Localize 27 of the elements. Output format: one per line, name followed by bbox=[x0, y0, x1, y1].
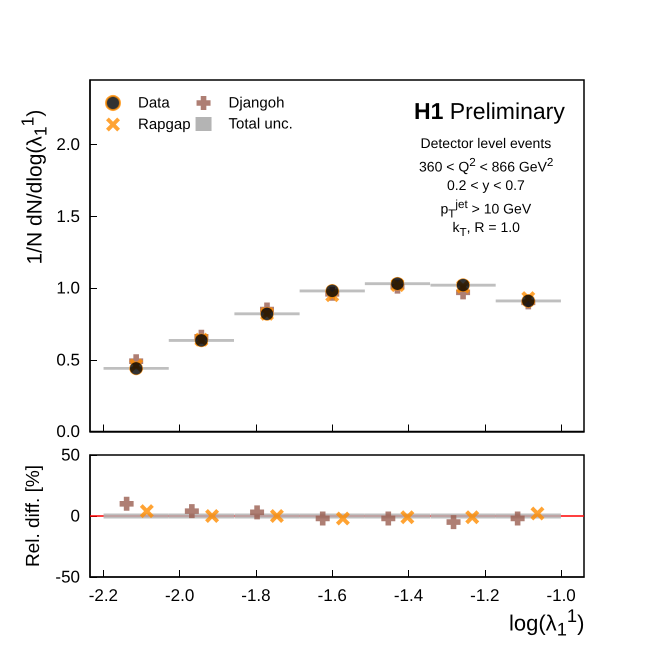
legend-label: Data bbox=[138, 94, 170, 112]
y-tick-label: 0.0 bbox=[56, 422, 80, 441]
x-tick-label: -1.4 bbox=[394, 586, 424, 605]
legend-label: Total unc. bbox=[228, 116, 293, 132]
x-tick-label: -1.0 bbox=[546, 586, 576, 605]
y-axis-title: Rel. diff. [%] bbox=[23, 464, 46, 568]
x-tick-label: -1.8 bbox=[241, 586, 271, 605]
y-tick-label: 0.5 bbox=[56, 350, 80, 370]
x-axis-title: log(λ$_{1}$$^{1}$) bbox=[509, 605, 584, 641]
y-tick-label: 50 bbox=[61, 446, 80, 464]
annotation: H1 Preliminary bbox=[414, 98, 565, 124]
y-tick-label: 2.0 bbox=[56, 135, 80, 154]
x-tick-label: -2.2 bbox=[88, 586, 118, 605]
y-tick-label: 1.0 bbox=[56, 278, 80, 298]
annotation: Detector level events bbox=[420, 135, 552, 151]
legend-label: Djangoh bbox=[228, 94, 284, 112]
y-tick-label: 1.5 bbox=[56, 206, 80, 226]
y-tick-label: -50 bbox=[55, 568, 80, 586]
x-tick-label: -2.0 bbox=[164, 586, 194, 605]
annotation: p$_{T}$$^{jet}$ > 10 GeV bbox=[440, 198, 532, 220]
annotation: 360 < Q$^{2}$ < 866 GeV$^{2}$ bbox=[419, 156, 554, 175]
legend-label: Rapgap bbox=[138, 116, 191, 133]
annotation: 0.2 < y < 0.7 bbox=[447, 177, 525, 193]
y-tick-label: 0 bbox=[70, 506, 80, 526]
annotation: k$_{T}$, R = 1.0 bbox=[452, 219, 520, 239]
x-tick-label: -1.6 bbox=[318, 586, 347, 605]
x-tick-label: -1.2 bbox=[470, 586, 500, 605]
